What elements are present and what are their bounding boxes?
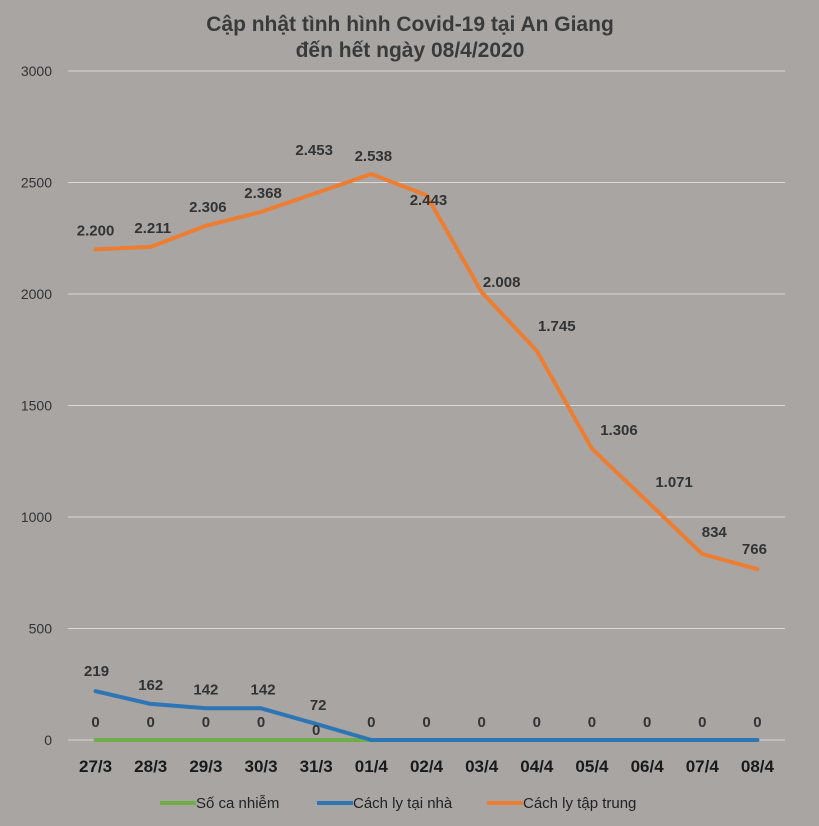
series-line-2 [93, 172, 760, 572]
data-label-so-ca-nhiem: 0 [643, 714, 651, 731]
data-label-cach-ly-tai-nha: 162 [138, 677, 163, 694]
legend-label: Số ca nhiễm [196, 795, 279, 812]
chart-subtitle: đến hết ngày 08/4/2020 [296, 39, 525, 62]
data-label-cach-ly-tap-trung: 766 [742, 541, 767, 558]
data-label-cach-ly-tap-trung: 2.306 [189, 199, 227, 216]
x-tick-label: 03/4 [465, 757, 499, 776]
data-label-so-ca-nhiem: 0 [312, 722, 320, 739]
data-label-cach-ly-tap-trung: 2.200 [77, 222, 115, 239]
data-label-cach-ly-tap-trung: 2.211 [134, 220, 171, 237]
data-label-cach-ly-tap-trung: 2.453 [295, 142, 333, 159]
x-tick-label: 04/4 [520, 757, 554, 776]
data-label-so-ca-nhiem: 0 [533, 714, 541, 731]
data-label-cach-ly-tap-trung: 2.008 [483, 274, 521, 291]
data-label-cach-ly-tap-trung: 2.443 [410, 192, 448, 209]
y-tick-label: 0 [44, 732, 52, 748]
data-label-so-ca-nhiem: 0 [91, 714, 99, 731]
data-label-so-ca-nhiem: 0 [698, 714, 706, 731]
data-label-so-ca-nhiem: 0 [753, 714, 761, 731]
x-tick-label: 06/4 [631, 757, 665, 776]
data-label-cach-ly-tai-nha: 142 [193, 681, 218, 698]
y-tick-label: 2000 [21, 286, 52, 302]
data-label-so-ca-nhiem: 0 [147, 714, 155, 731]
chart-title: Cập nhật tình hình Covid-19 tại An Giang [206, 13, 614, 36]
x-tick-label: 08/4 [741, 757, 775, 776]
y-tick-label: 1500 [21, 398, 52, 414]
data-label-cach-ly-tap-trung: 2.538 [355, 148, 393, 165]
legend-label: Cách ly tập trung [523, 795, 636, 812]
x-tick-label: 28/3 [134, 757, 167, 776]
x-tick-label: 31/3 [300, 757, 333, 776]
data-label-so-ca-nhiem: 0 [477, 714, 485, 731]
y-axis: 0 500 1000 1500 2000 2500 3000 [21, 63, 52, 748]
data-label-so-ca-nhiem: 0 [588, 714, 596, 731]
data-label-cach-ly-tap-trung: 2.368 [244, 185, 282, 202]
x-tick-label: 05/4 [575, 757, 609, 776]
x-tick-label: 07/4 [686, 757, 720, 776]
data-label-so-ca-nhiem: 0 [202, 714, 210, 731]
data-label-cach-ly-tap-trung: 1.745 [538, 318, 576, 335]
data-label-so-ca-nhiem: 0 [367, 714, 375, 731]
x-axis: 27/3 28/3 29/3 30/3 31/3 01/4 02/4 03/4 04/4 05/4… [79, 757, 774, 776]
y-tick-label: 3000 [21, 63, 52, 79]
legend-label: Cách ly tại nhà [353, 795, 453, 812]
data-label-cach-ly-tap-trung: 1.071 [655, 474, 693, 491]
series-lines [93, 172, 760, 742]
x-tick-label: 02/4 [410, 757, 444, 776]
legend: Số ca nhiễm Cách ly tại nhà Cách ly tập tr… [160, 795, 636, 812]
y-tick-label: 500 [29, 621, 53, 637]
data-label-so-ca-nhiem: 0 [422, 714, 430, 731]
data-labels: 2.200 2.211 2.306 2.368 2.453 2.538 2.443 2.008… [77, 142, 767, 739]
data-label-so-ca-nhiem: 0 [257, 714, 265, 731]
data-label-cach-ly-tai-nha: 219 [84, 663, 109, 680]
x-tick-label: 30/3 [244, 757, 277, 776]
series-line-1 [93, 689, 760, 742]
x-tick-label: 29/3 [189, 757, 222, 776]
x-tick-label: 01/4 [355, 757, 389, 776]
data-label-cach-ly-tai-nha: 72 [310, 697, 327, 714]
data-label-cach-ly-tap-trung: 1.306 [600, 422, 638, 439]
data-label-cach-ly-tap-trung: 834 [702, 524, 728, 541]
y-tick-label: 2500 [21, 175, 52, 191]
data-label-cach-ly-tai-nha: 142 [251, 681, 276, 698]
gridlines [68, 70, 785, 741]
y-tick-label: 1000 [21, 509, 52, 525]
x-tick-label: 27/3 [79, 757, 112, 776]
